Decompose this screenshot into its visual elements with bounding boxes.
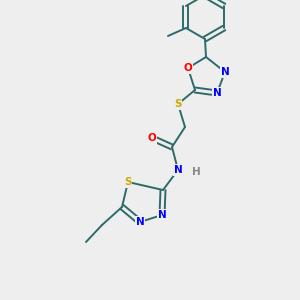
Text: O: O: [148, 133, 156, 143]
Text: S: S: [174, 99, 182, 109]
Text: N: N: [174, 165, 182, 175]
Text: N: N: [220, 67, 230, 77]
Text: N: N: [136, 217, 144, 227]
Text: S: S: [124, 177, 132, 187]
Text: H: H: [192, 167, 200, 177]
Text: N: N: [213, 88, 221, 98]
Text: O: O: [184, 63, 192, 73]
Text: N: N: [158, 210, 166, 220]
